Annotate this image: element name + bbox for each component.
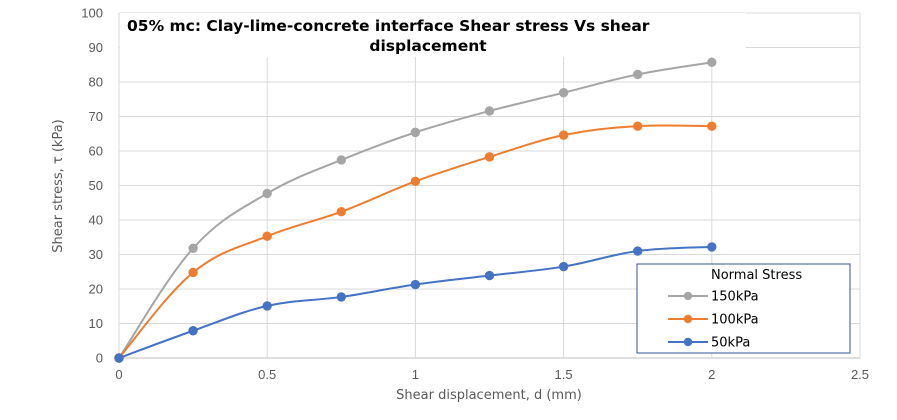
legend-swatch-marker [683, 291, 693, 301]
x-axis-title: Shear displacement, d (mm) [396, 388, 582, 403]
data-point-100kpa [484, 152, 495, 162]
data-point-50kpa [262, 301, 272, 311]
data-point-150kpa [262, 188, 272, 199]
data-point-150kpa [707, 57, 717, 68]
data-point-100kpa [707, 121, 717, 131]
x-tick-label: 2.5 [851, 367, 869, 382]
data-point-50kpa [114, 353, 124, 363]
data-point-150kpa [410, 127, 421, 138]
legend-entries: 150kPa 100kPa 50kPa [668, 290, 759, 351]
data-point-100kpa [410, 176, 421, 187]
y-tick-label: 80 [89, 75, 103, 90]
y-tick-label: 50 [89, 178, 103, 193]
data-point-50kpa [484, 270, 495, 281]
y-tick-label: 90 [89, 40, 103, 55]
data-point-150kpa [484, 106, 495, 116]
chart-title-line-2: displacement [369, 37, 487, 55]
legend-swatch-marker [683, 337, 693, 347]
legend-label: 150kPa [711, 290, 759, 305]
y-tick-label: 0 [96, 351, 103, 366]
y-tick-label: 40 [89, 213, 103, 228]
y-tick-label: 100 [81, 6, 103, 21]
y-tick-labels: 0 10 20 30 40 50 60 70 80 90 100 [81, 6, 103, 366]
data-point-100kpa [633, 121, 643, 131]
data-point-100kpa [262, 231, 272, 241]
data-point-50kpa [410, 279, 421, 290]
x-tick-label: 0 [115, 367, 122, 382]
data-point-50kpa [558, 261, 569, 272]
y-tick-label: 20 [89, 282, 103, 297]
legend: Normal Stress 150kPa 100kPa 50kPa [636, 263, 851, 354]
series-50kpa [114, 242, 717, 363]
legend-entry-150kpa: 150kPa [668, 290, 759, 305]
x-tick-label: 1 [412, 367, 419, 382]
series-line-150kpa [118, 61, 712, 359]
data-point-150kpa [633, 69, 643, 80]
title-background [120, 13, 746, 57]
data-point-150kpa [188, 243, 198, 253]
legend-swatch-marker [683, 314, 693, 324]
x-tick-label: 0.5 [258, 367, 276, 382]
x-tick-label: 2 [708, 367, 715, 382]
data-point-100kpa [558, 130, 569, 140]
legend-label: 50kPa [711, 336, 750, 351]
x-tick-label: 1.5 [555, 367, 573, 382]
data-point-100kpa [188, 267, 198, 278]
legend-entry-100kpa: 100kPa [668, 313, 759, 328]
legend-label: 100kPa [711, 313, 759, 328]
legend-entry-50kpa: 50kPa [668, 336, 750, 351]
data-point-50kpa [707, 242, 717, 252]
data-point-50kpa [633, 246, 643, 256]
legend-title: Normal Stress [711, 268, 802, 283]
x-tick-labels: 0 0.5 1 1.5 2 2.5 [115, 367, 869, 382]
y-tick-label: 10 [89, 316, 103, 331]
legend-box [636, 263, 851, 354]
data-point-150kpa [336, 155, 346, 165]
data-series [114, 57, 717, 363]
data-point-100kpa [336, 207, 346, 217]
data-point-150kpa [558, 87, 569, 98]
y-tick-label: 60 [89, 144, 103, 159]
y-axis-title: Shear stress, τ (kPa) [51, 119, 66, 253]
data-point-50kpa [336, 292, 346, 302]
y-tick-label: 30 [89, 247, 103, 262]
y-tick-label: 70 [89, 109, 103, 124]
chart-title-line-1: 05% mc: Clay-lime-concrete interface She… [127, 17, 650, 35]
data-point-50kpa [188, 326, 198, 336]
